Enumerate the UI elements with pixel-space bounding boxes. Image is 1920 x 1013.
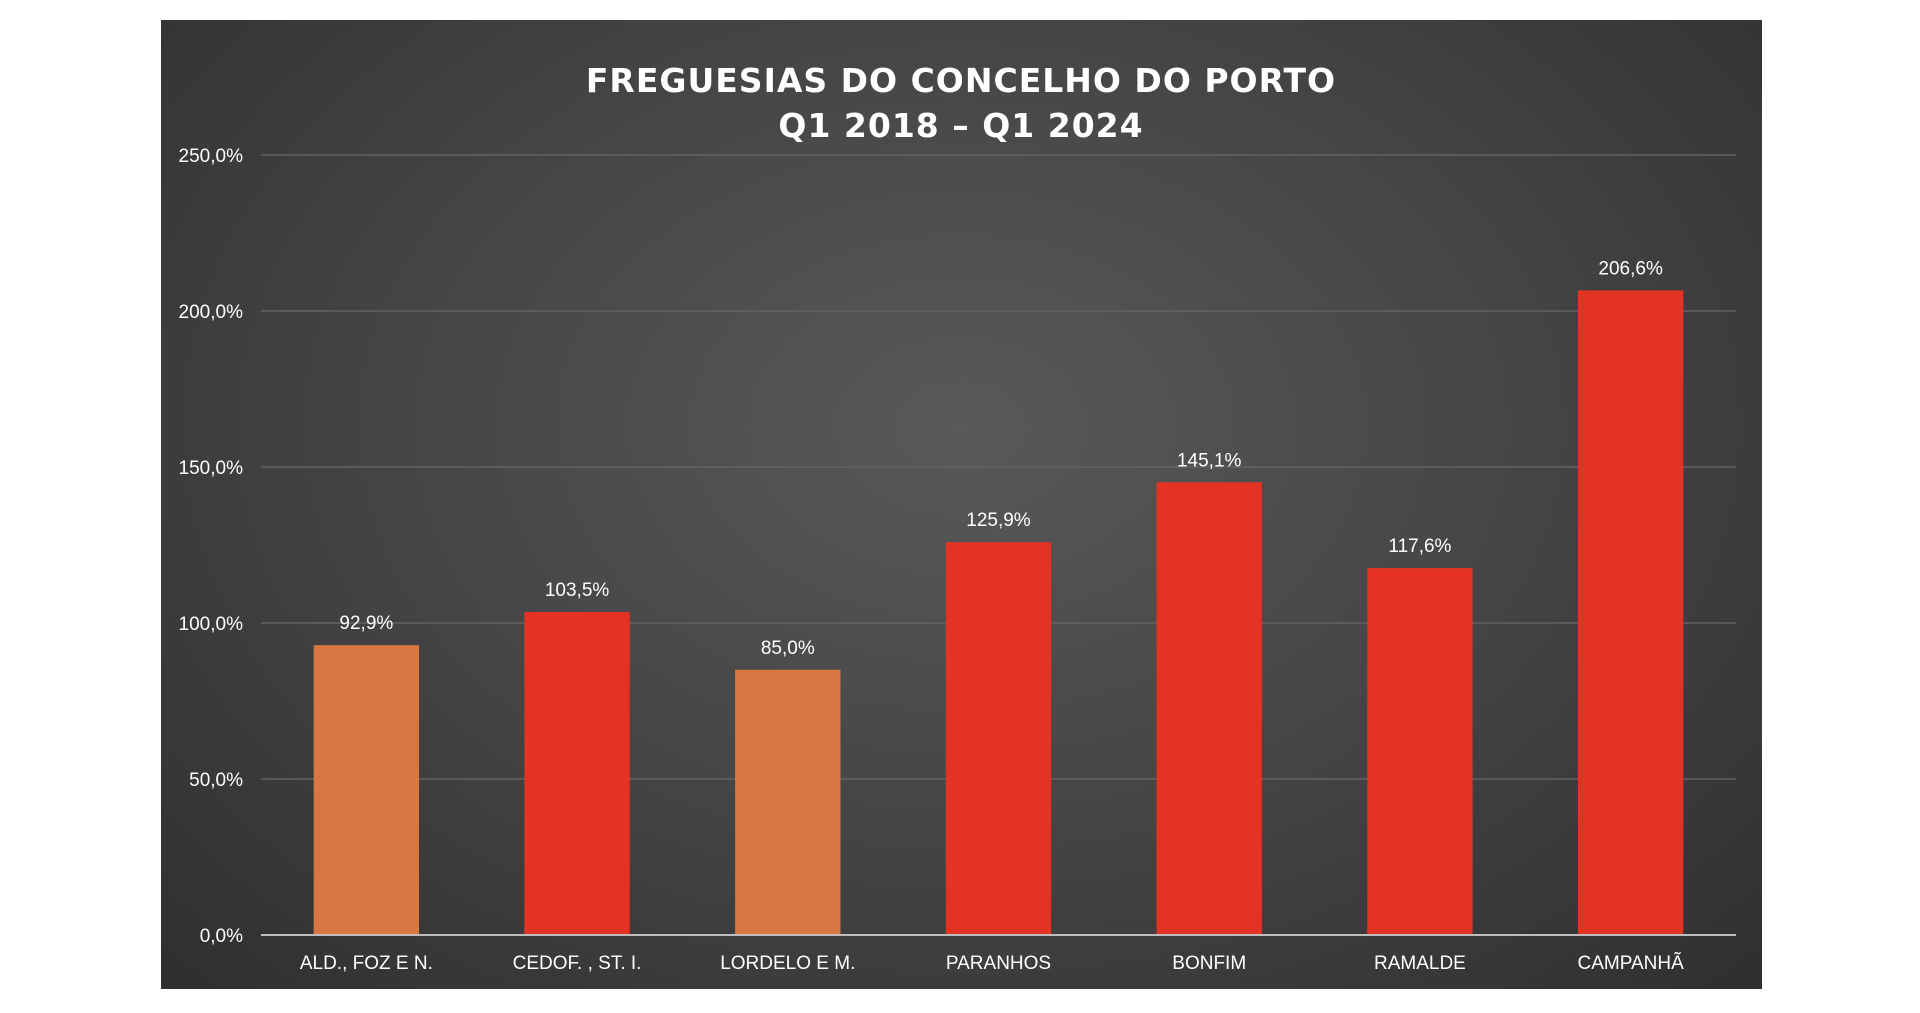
data-label: 92,9%: [339, 613, 393, 634]
x-category-label: BONFIM: [1172, 953, 1246, 974]
bar-chart: FREGUESIAS DO CONCELHO DO PORTO Q1 2018 …: [179, 61, 1736, 974]
data-labels: 92,9% 103,5% 85,0% 125,9% 145,1% 117,6% 206,6%: [339, 258, 1663, 658]
data-label: 125,9%: [966, 510, 1031, 531]
y-axis-ticks: 0,0% 50,0% 100,0% 150,0% 200,0% 250,0%: [179, 146, 244, 947]
x-category-label: ALD., FOZ E N.: [300, 953, 433, 974]
y-tick-label: 250,0%: [179, 146, 244, 167]
bar: [945, 542, 1052, 935]
x-category-label: PARANHOS: [946, 953, 1051, 974]
bar: [1577, 290, 1684, 936]
x-axis-categories: ALD., FOZ E N. CEDOF. , ST. I. LORDELO E M…: [300, 952, 1684, 974]
x-category-label: RAMALDE: [1374, 953, 1466, 974]
x-category-label: CAMPANHÃ: [1578, 952, 1685, 974]
y-tick-label: 0,0%: [200, 926, 243, 947]
data-label: 145,1%: [1177, 450, 1242, 471]
chart-title-line-1: FREGUESIAS DO CONCELHO DO PORTO: [586, 61, 1336, 100]
bar: [313, 645, 420, 935]
y-tick-label: 50,0%: [189, 770, 243, 791]
gridlines: [261, 154, 1736, 780]
x-category-label: LORDELO E M.: [720, 953, 855, 974]
data-label: 103,5%: [545, 580, 610, 601]
y-tick-label: 200,0%: [179, 302, 244, 323]
bar: [735, 669, 841, 935]
y-tick-label: 100,0%: [179, 614, 244, 635]
x-category-label: CEDOF. , ST. I.: [513, 953, 642, 974]
data-label: 117,6%: [1388, 536, 1451, 557]
y-tick-label: 150,0%: [179, 458, 244, 479]
bar: [1156, 482, 1262, 935]
bar: [1367, 568, 1473, 935]
chart-panel: FREGUESIAS DO CONCELHO DO PORTO Q1 2018 …: [161, 20, 1762, 989]
chart-title-line-2: Q1 2018 – Q1 2024: [778, 106, 1143, 145]
data-label: 206,6%: [1598, 258, 1663, 279]
bars: [313, 290, 1684, 936]
data-label: 85,0%: [761, 638, 815, 659]
bar: [524, 612, 630, 935]
